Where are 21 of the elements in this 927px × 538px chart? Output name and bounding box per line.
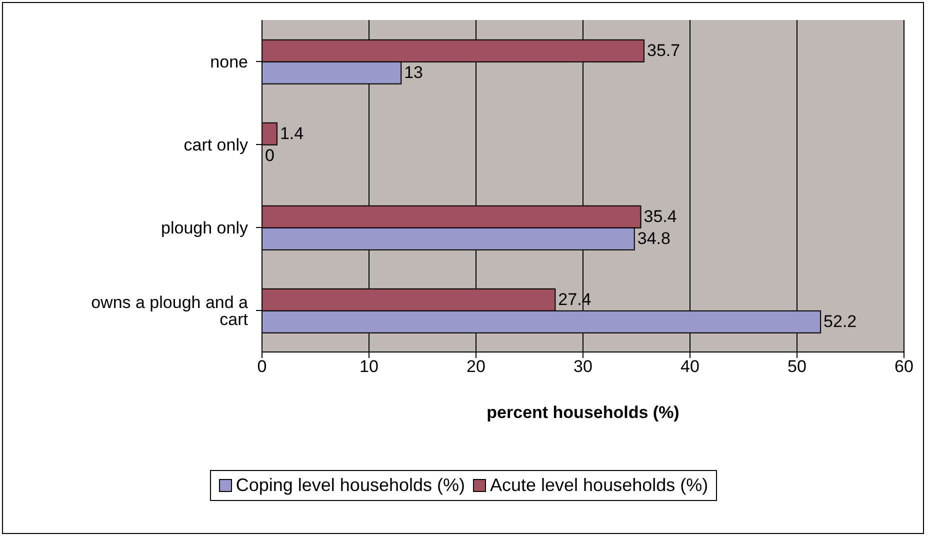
- data-label: 35.7: [646, 41, 680, 60]
- x-tick-label: 10: [360, 357, 378, 376]
- data-label: 13: [404, 62, 424, 82]
- data-label: 0: [265, 146, 274, 165]
- data-label: 1.4: [280, 124, 304, 144]
- x-tick-label: 40: [680, 357, 700, 376]
- y-tick-label: plough only: [161, 218, 248, 238]
- legend-label: Coping level households (%): [236, 475, 465, 496]
- x-tick-label: 20: [466, 357, 486, 376]
- data-label: 34.8: [637, 228, 670, 248]
- x-tick-label: 60: [894, 357, 914, 376]
- x-tick-label: 0: [257, 357, 267, 376]
- y-tick-label: none: [210, 52, 248, 72]
- legend-label: Acute level households (%): [490, 475, 708, 496]
- data-label: 35.4: [644, 207, 677, 226]
- y-tick-label: cart only: [184, 136, 248, 155]
- x-axis-title: percent households (%): [486, 403, 680, 422]
- y-tick-label: owns a plough and a cart: [91, 293, 249, 330]
- x-tick-label: 30: [574, 357, 592, 376]
- x-tick-label: 50: [788, 357, 806, 376]
- data-label: 52.2: [824, 312, 857, 331]
